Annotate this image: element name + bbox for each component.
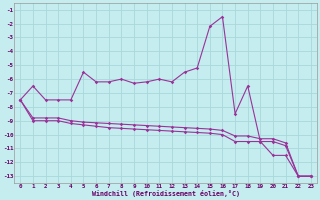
X-axis label: Windchill (Refroidissement éolien,°C): Windchill (Refroidissement éolien,°C) bbox=[92, 190, 240, 197]
